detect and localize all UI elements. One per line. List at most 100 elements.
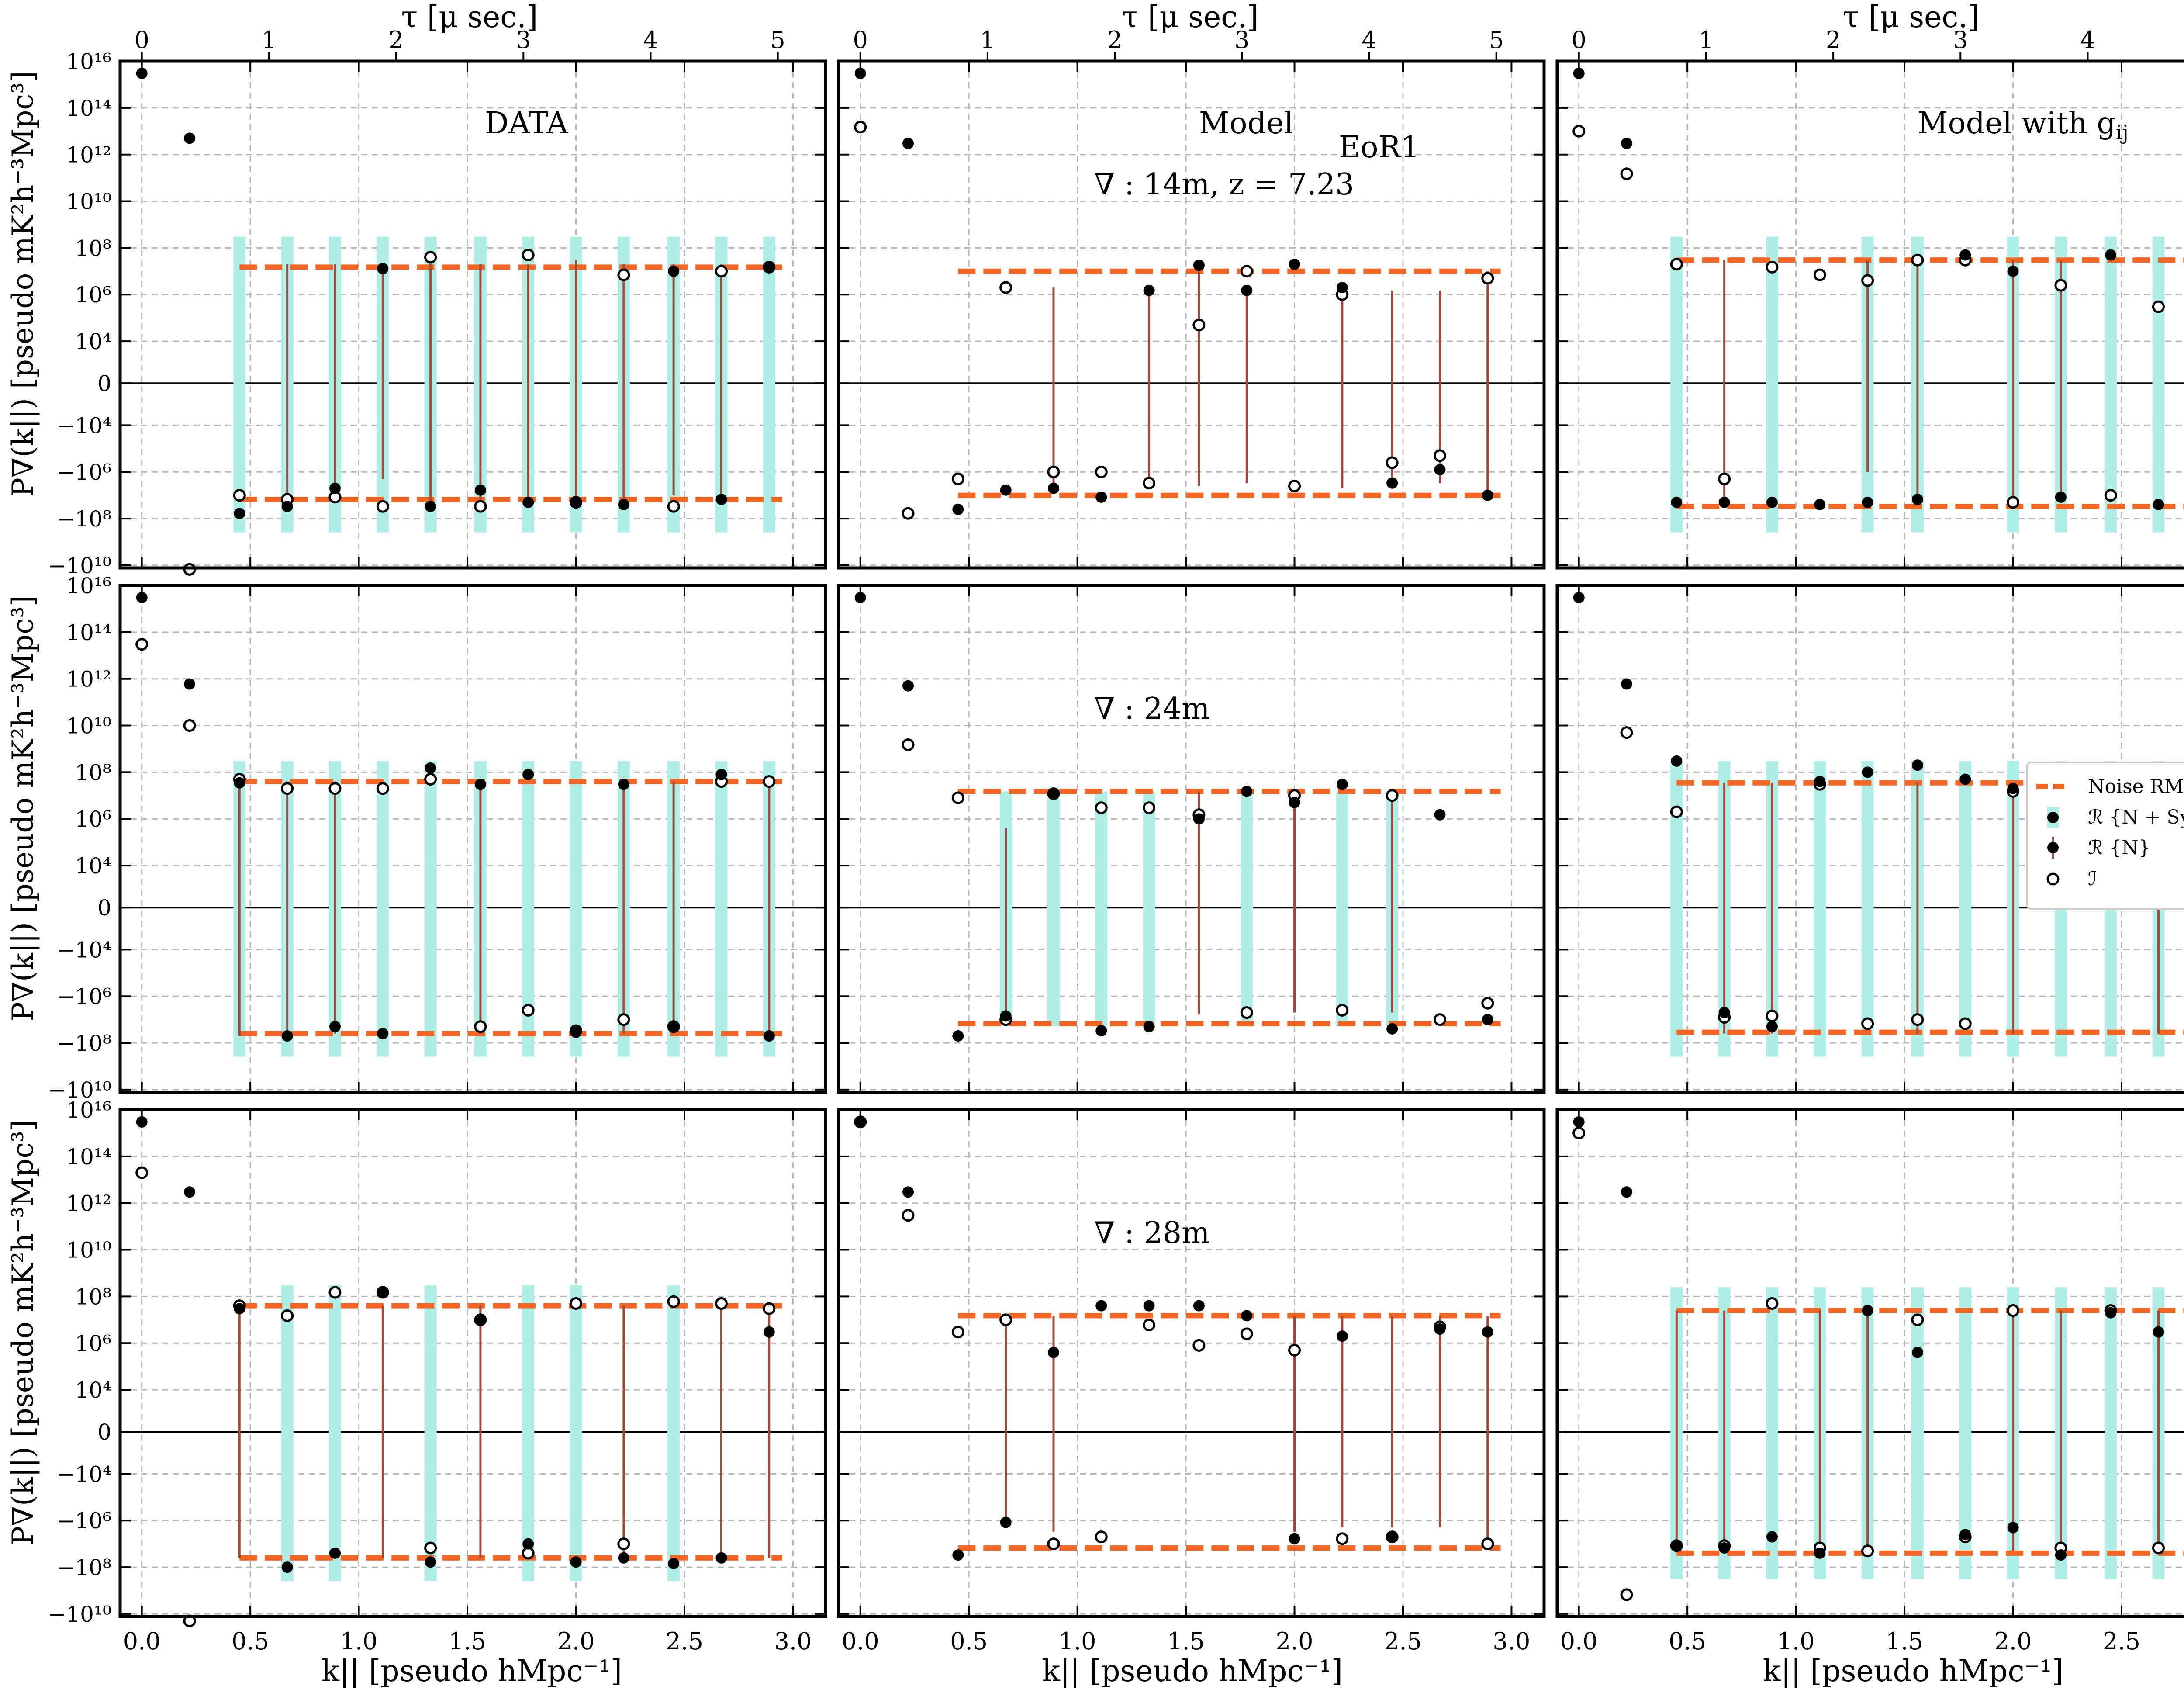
real-point-6 (1862, 766, 1873, 778)
real-point-6 (1143, 1300, 1155, 1312)
y-tick-label-1: 10¹⁴ (66, 620, 111, 645)
y-tick-label-4: 10⁸ (75, 235, 111, 261)
x-tick-label-2: 1.0 (1059, 1627, 1096, 1655)
model-label: Model (1199, 106, 1293, 141)
sys-bar-0 (1670, 236, 1683, 533)
real-point-3 (1718, 1007, 1730, 1018)
imag-point-4 (1766, 260, 1779, 274)
real-point-13 (763, 261, 775, 273)
real-point-13 (1482, 1014, 1493, 1025)
sys-bar-1 (1766, 236, 1778, 533)
real-point-8 (522, 1538, 534, 1550)
sys-bar-10 (715, 761, 728, 1057)
imag-point-12 (1481, 997, 1494, 1010)
imag-point-0 (854, 121, 867, 134)
real-point-13 (1482, 1326, 1493, 1338)
imag-point-0 (1572, 125, 1586, 138)
sys-bar-11 (763, 236, 775, 533)
imag-point-1 (1670, 805, 1683, 818)
imag-point-8 (1240, 265, 1253, 278)
y-axis-label-row-0: P∇(k||) [pseudo mK²h⁻³Mpc³] (6, 71, 40, 497)
sys-bar-4 (1241, 791, 1253, 1027)
sys-bar-3 (377, 761, 389, 1057)
real-point-10 (618, 1552, 629, 1564)
sys-bar-1 (328, 1285, 341, 1581)
real-point-9 (570, 1026, 582, 1038)
real-point-5 (377, 1028, 389, 1039)
imag-point-4 (328, 1286, 342, 1299)
real-point-5 (377, 1286, 389, 1298)
y-tick-label-5: 10⁶ (75, 282, 111, 308)
sys-bar-2 (1766, 1287, 1778, 1579)
imag-point-7 (1240, 1006, 1253, 1019)
real-point-11 (1386, 1023, 1398, 1035)
real-point-4 (1766, 1021, 1778, 1032)
sys-bar-1 (1047, 791, 1060, 1027)
real-point-8 (1959, 1529, 1971, 1541)
legend-real-sys-marker (2047, 812, 2059, 823)
tau-tick-label-3: 3 (1234, 26, 1249, 54)
real-point-1 (1621, 1186, 1633, 1198)
imag-point-5 (1095, 1530, 1108, 1544)
imag-point-7 (1959, 1017, 1972, 1030)
real-point-2 (1671, 1540, 1683, 1551)
y-tick-label-9: −10⁶ (56, 460, 111, 485)
imag-point-2 (951, 472, 964, 485)
panel-r0-c1: 0 1 2 3 4 5 (837, 26, 1546, 570)
real-point-6 (1143, 1021, 1155, 1032)
real-point-0 (1573, 1116, 1585, 1128)
imag-point-13 (1481, 1537, 1494, 1551)
sys-bar-4 (570, 1285, 582, 1581)
real-point-0 (854, 67, 866, 79)
real-point-1 (184, 132, 196, 144)
imag-point-6 (474, 500, 487, 513)
row1-label: ∇ : 24m (1094, 692, 1210, 726)
real-point-2 (952, 1549, 964, 1561)
sys-bar-7 (570, 761, 582, 1057)
real-point-3 (281, 501, 293, 512)
real-point-8 (1959, 773, 1971, 785)
sys-bar-0 (281, 1285, 294, 1581)
real-point-4 (1766, 496, 1778, 508)
imag-point-12 (2152, 300, 2165, 313)
real-point-11 (1386, 477, 1398, 489)
real-point-7 (474, 1314, 486, 1326)
real-point-0 (136, 67, 148, 79)
imag-point-1 (183, 719, 196, 732)
real-point-10 (1336, 282, 1348, 294)
real-point-9 (2007, 265, 2019, 277)
x-tick-label-1: 0.5 (1669, 1627, 1706, 1655)
tau-tick-label-2: 2 (1107, 26, 1122, 54)
tau-tick-label-4: 4 (1362, 26, 1376, 54)
imag-point-9 (570, 1297, 583, 1310)
real-point-10 (2055, 1549, 2067, 1561)
imag-point-12 (715, 1297, 728, 1310)
real-point-10 (618, 499, 629, 510)
real-point-7 (1911, 494, 1923, 505)
imag-point-5 (424, 251, 437, 264)
imag-point-10 (617, 1013, 630, 1026)
data-label: DATA (485, 106, 569, 141)
panel-r2-c2: 0.00.51.01.52.02.53.0 (1555, 1108, 2184, 1655)
y-tick-label-8: −10⁴ (56, 937, 111, 962)
real-point-2 (952, 503, 964, 515)
model-gij-text: Model with g (1918, 106, 2116, 141)
real-point-12 (715, 494, 727, 505)
tau-axis-label-col-2: τ [μ sec.] (1843, 0, 1980, 35)
real-point-12 (2153, 1326, 2164, 1338)
real-point-11 (1386, 1531, 1398, 1543)
real-point-3 (1000, 1010, 1012, 1022)
imag-point-12 (1433, 449, 1446, 462)
imag-point-10 (667, 500, 680, 513)
x-tick-label-5: 2.5 (1384, 1627, 1422, 1655)
imag-point-5 (1095, 465, 1108, 478)
imag-point-7 (474, 1020, 487, 1033)
panel-r1-c0: 10¹⁶ 10¹⁴ 10¹² 10¹⁰ 10⁸ 10⁶ 10⁴ 0 −10⁴ −10⁶ −10⁸ −1… (48, 573, 827, 1103)
sys-bar-5 (1336, 791, 1348, 1027)
tau-tick-label-5: 5 (1489, 26, 1503, 54)
panel-frame (837, 59, 1546, 570)
real-point-10 (618, 779, 629, 790)
real-point-12 (715, 769, 727, 780)
real-point-9 (570, 496, 582, 508)
